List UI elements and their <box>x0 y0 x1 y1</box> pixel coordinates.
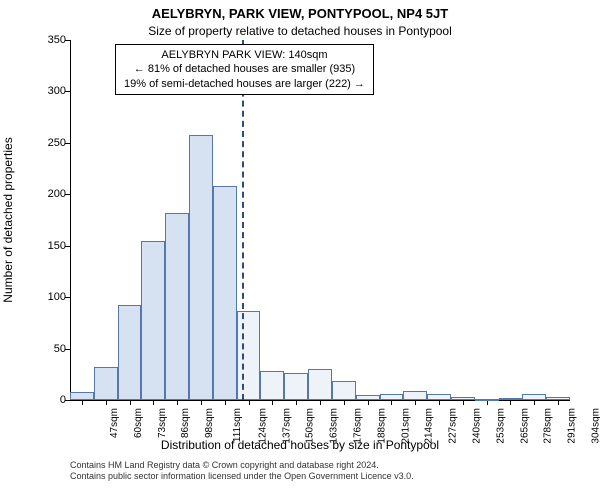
x-tick <box>177 400 178 405</box>
histogram-bar <box>380 394 404 400</box>
y-tick <box>65 297 70 298</box>
x-tick <box>320 400 321 405</box>
x-tick <box>344 400 345 405</box>
y-axis-label: Number of detached properties <box>1 137 15 302</box>
histogram-bar <box>499 398 523 400</box>
x-tick <box>391 400 392 405</box>
x-tick-label: 278sqm <box>543 408 554 444</box>
x-tick <box>296 400 297 405</box>
histogram-bar <box>94 367 118 400</box>
histogram-bar <box>308 369 332 400</box>
histogram-bar <box>260 371 284 400</box>
x-tick-label: 253sqm <box>495 408 506 444</box>
histogram-bar <box>427 394 451 400</box>
histogram-bar <box>451 397 475 400</box>
histogram-bar <box>284 373 308 400</box>
x-tick <box>272 400 273 405</box>
x-tick <box>249 400 250 405</box>
x-tick <box>558 400 559 405</box>
x-tick-label: 47sqm <box>109 408 120 438</box>
x-tick-label: 291sqm <box>567 408 578 444</box>
x-tick <box>368 400 369 405</box>
histogram-bar <box>356 395 380 400</box>
x-tick-label: 188sqm <box>376 408 387 444</box>
histogram-bar <box>70 392 94 400</box>
x-tick <box>463 400 464 405</box>
x-tick <box>534 400 535 405</box>
y-tick <box>65 400 70 401</box>
histogram-bar <box>237 311 261 400</box>
y-tick <box>65 40 70 41</box>
x-tick-label: 240sqm <box>472 408 483 444</box>
histogram-bar <box>546 397 570 400</box>
x-tick-label: 150sqm <box>305 408 316 444</box>
y-tick <box>65 246 70 247</box>
x-tick-label: 73sqm <box>157 408 168 438</box>
histogram-bar <box>213 186 237 400</box>
y-tick <box>65 143 70 144</box>
y-tick-label: 100 <box>48 291 66 303</box>
y-tick <box>65 194 70 195</box>
histogram-bar <box>403 391 427 400</box>
histogram-bar <box>189 135 213 400</box>
x-tick-label: 201sqm <box>400 408 411 444</box>
y-tick-label: 250 <box>48 137 66 149</box>
x-tick <box>439 400 440 405</box>
y-tick-label: 350 <box>48 34 66 46</box>
histogram-bar <box>118 305 142 400</box>
x-tick-label: 163sqm <box>329 408 340 444</box>
x-tick <box>510 400 511 405</box>
x-tick-label: 304sqm <box>591 408 600 444</box>
x-tick-label: 176sqm <box>353 408 364 444</box>
x-axis-label: Distribution of detached houses by size … <box>0 438 600 452</box>
x-tick <box>130 400 131 405</box>
x-tick-label: 111sqm <box>232 408 243 442</box>
property-size-chart: AELYBRYN, PARK VIEW, PONTYPOOL, NP4 5JT … <box>0 0 600 500</box>
x-tick <box>201 400 202 405</box>
info-line-larger: 19% of semi-detached houses are larger (… <box>124 77 365 91</box>
footer-attribution: Contains HM Land Registry data © Crown c… <box>70 460 414 482</box>
x-tick-label: 60sqm <box>133 408 144 438</box>
y-axis-line <box>70 40 71 400</box>
histogram-bar <box>165 213 189 400</box>
histogram-bar <box>475 399 499 401</box>
info-line-property: AELYBRYN PARK VIEW: 140sqm <box>124 48 365 62</box>
x-tick <box>82 400 83 405</box>
chart-subtitle: Size of property relative to detached ho… <box>0 24 600 38</box>
y-tick <box>65 91 70 92</box>
info-line-smaller: ← 81% of detached houses are smaller (93… <box>124 62 365 76</box>
y-tick-label: 300 <box>48 85 66 97</box>
histogram-bar <box>522 394 546 400</box>
x-tick-label: 137sqm <box>281 408 292 444</box>
y-tick <box>65 349 70 350</box>
x-tick-label: 98sqm <box>204 408 215 438</box>
x-tick <box>153 400 154 405</box>
footer-line2: Contains public sector information licen… <box>70 471 414 482</box>
histogram-bar <box>141 241 165 400</box>
x-tick-label: 265sqm <box>519 408 530 444</box>
y-tick-label: 200 <box>48 188 66 200</box>
y-tick-label: 150 <box>48 240 66 252</box>
x-tick <box>225 400 226 405</box>
x-tick-label: 227sqm <box>448 408 459 444</box>
chart-title: AELYBRYN, PARK VIEW, PONTYPOOL, NP4 5JT <box>0 6 600 21</box>
footer-line1: Contains HM Land Registry data © Crown c… <box>70 460 414 471</box>
x-tick-label: 86sqm <box>180 408 191 438</box>
x-tick <box>106 400 107 405</box>
x-tick-label: 214sqm <box>424 408 435 444</box>
info-box: AELYBRYN PARK VIEW: 140sqm ← 81% of deta… <box>115 44 374 95</box>
x-tick <box>415 400 416 405</box>
x-tick-label: 124sqm <box>257 408 268 444</box>
histogram-bar <box>332 381 356 400</box>
